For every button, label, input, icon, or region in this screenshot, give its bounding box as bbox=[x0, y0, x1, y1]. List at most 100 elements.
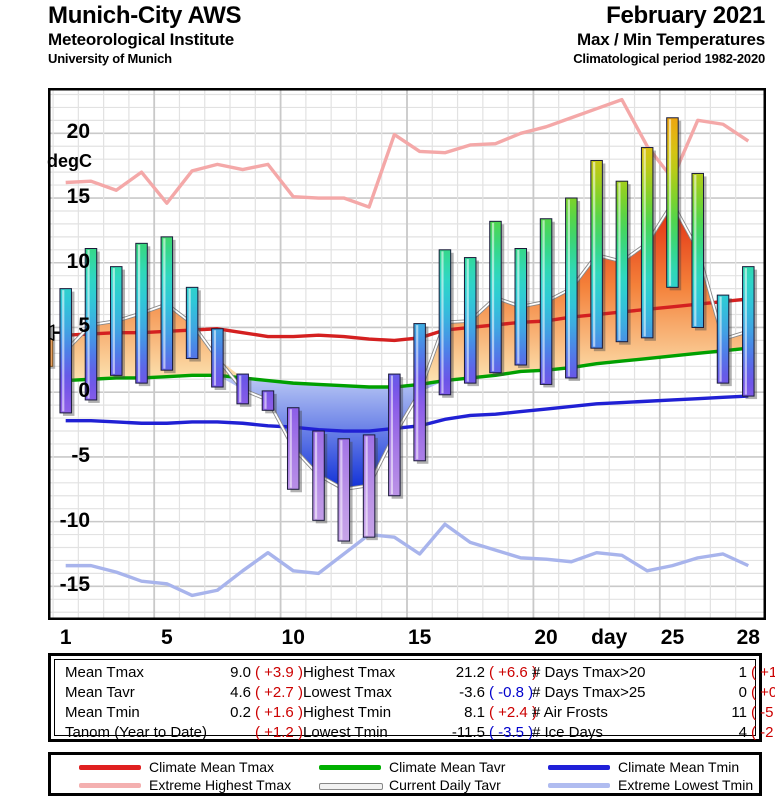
plot-canvas bbox=[48, 88, 766, 620]
stat-value: -11.5 bbox=[451, 724, 485, 741]
day-temperature-bar[interactable] bbox=[640, 147, 656, 341]
day-temperature-bar[interactable] bbox=[337, 438, 353, 545]
stat-value: 9.0 bbox=[230, 664, 251, 681]
y-tick-20: 20 bbox=[66, 120, 90, 144]
stat-anomaly: ( +1.6 ) bbox=[255, 704, 303, 721]
day-temperature-bar[interactable] bbox=[413, 323, 429, 464]
day-temperature-bar[interactable] bbox=[211, 328, 227, 391]
stat-anomaly: ( +2.7 ) bbox=[255, 684, 303, 701]
stat-value: 4 bbox=[738, 724, 747, 741]
stat-label: Mean Tmin bbox=[65, 704, 140, 721]
day-temperature-bar[interactable] bbox=[716, 294, 732, 387]
stat-anomaly: ( -3.5 ) bbox=[489, 724, 534, 741]
legend-color-swatch bbox=[319, 765, 381, 770]
stat-anomaly: ( +1.2 ) bbox=[255, 724, 303, 741]
day-temperature-bar[interactable] bbox=[286, 407, 302, 493]
stat-label: Mean Tmax bbox=[65, 664, 144, 681]
stat-anomaly: ( +0 ) bbox=[751, 684, 775, 701]
day-temperature-bar[interactable] bbox=[666, 117, 682, 291]
temperature-plot: 20 15 10 5 0 -5 -10 -15 1 5 10 15 20 25 28 degC day bbox=[47, 88, 766, 649]
stat-label: Mean Tavr bbox=[65, 684, 135, 701]
day-temperature-bar[interactable] bbox=[590, 159, 606, 352]
legend-color-swatch bbox=[79, 765, 141, 770]
university-subtitle: University of Munich bbox=[48, 51, 172, 66]
legend-color-swatch bbox=[319, 783, 383, 790]
x-tick-15: 15 bbox=[407, 626, 432, 649]
day-temperature-bar[interactable] bbox=[135, 242, 151, 387]
x-axis-name-label: day bbox=[591, 626, 628, 649]
header-left-block: Munich-City AWS Meteorological Institute… bbox=[48, 2, 242, 67]
measurement-subtitle: Max / Min Temperatures bbox=[576, 30, 765, 49]
month-title: February 2021 bbox=[606, 2, 765, 29]
legend-label: Extreme Highest Tmax bbox=[149, 777, 292, 793]
legend-label: Climate Mean Tmin bbox=[618, 759, 740, 775]
stat-value: 8.1 bbox=[464, 704, 485, 721]
stat-anomaly: ( -0.8 ) bbox=[489, 684, 534, 701]
station-title: Munich-City AWS bbox=[48, 2, 242, 29]
day-temperature-bar[interactable] bbox=[110, 266, 126, 379]
chart-header: Munich-City AWS Meteorological Institute… bbox=[0, 0, 775, 88]
stat-value: 0 bbox=[738, 684, 747, 701]
stat-anomaly: ( -5 ) bbox=[751, 704, 775, 721]
x-tick-1: 1 bbox=[59, 626, 72, 649]
stat-label: Highest Tmin bbox=[303, 704, 392, 721]
day-temperature-bar[interactable] bbox=[615, 180, 631, 345]
stat-anomaly: ( -2 ) bbox=[751, 724, 775, 741]
stat-value: 21.2 bbox=[455, 664, 485, 681]
legend-color-swatch bbox=[548, 783, 610, 788]
stat-value: 4.6 bbox=[230, 684, 251, 701]
day-temperature-bar[interactable] bbox=[362, 434, 378, 541]
day-temperature-bar[interactable] bbox=[388, 373, 404, 499]
day-temperature-bar[interactable] bbox=[565, 197, 581, 381]
day-temperature-bar[interactable] bbox=[691, 172, 707, 331]
stat-value: -3.6 bbox=[459, 684, 485, 701]
day-temperature-bar[interactable] bbox=[312, 430, 328, 524]
legend-color-swatch bbox=[548, 765, 610, 770]
day-temperature-bar[interactable] bbox=[489, 220, 505, 376]
statistics-grid: Mean Tmax 9.0( +3.9 ) Mean Tavr 4.6( +2.7 )… bbox=[54, 659, 775, 741]
day-temperature-bar[interactable] bbox=[514, 248, 530, 369]
stat-value: 1 bbox=[738, 664, 747, 681]
day-temperature-bar[interactable] bbox=[539, 218, 555, 388]
stat-anomaly: ( +1 ) bbox=[751, 664, 775, 681]
day-temperature-bar[interactable] bbox=[742, 266, 758, 400]
day-temperature-bar[interactable] bbox=[438, 249, 454, 398]
stat-anomaly: ( +2.4 ) bbox=[489, 704, 537, 721]
y-tick-minus5: -5 bbox=[71, 443, 90, 467]
day-temperature-bar[interactable] bbox=[160, 236, 176, 374]
stat-label: # Days Tmax>20 bbox=[532, 664, 646, 681]
legend-label: Extreme Lowest Tmin bbox=[618, 777, 754, 793]
y-tick-5: 5 bbox=[78, 314, 90, 338]
x-tick-10: 10 bbox=[281, 626, 305, 649]
y-axis-unit-label: degC bbox=[47, 151, 92, 172]
legend-label: Climate Mean Tmax bbox=[149, 759, 275, 775]
x-tick-20: 20 bbox=[534, 626, 558, 649]
day-temperature-bar[interactable] bbox=[261, 390, 277, 414]
stat-anomaly: ( +6.6 ) bbox=[489, 664, 537, 681]
current-daily-tavr-line bbox=[64, 201, 749, 492]
y-tick-15: 15 bbox=[66, 185, 90, 209]
day-temperature-bar[interactable] bbox=[59, 288, 75, 416]
legend-label: Climate Mean Tavr bbox=[389, 759, 506, 775]
y-tick-10: 10 bbox=[66, 249, 90, 273]
y-tick-0: 0 bbox=[78, 379, 90, 403]
x-tick-5: 5 bbox=[160, 626, 173, 649]
stat-value: 0.2 bbox=[230, 704, 251, 721]
y-tick-minus10: -10 bbox=[59, 508, 90, 532]
header-right-block: February 2021 Max / Min Temperatures Cli… bbox=[573, 2, 765, 67]
stat-label: # Ice Days bbox=[532, 724, 603, 741]
institute-subtitle: Meteorological Institute bbox=[48, 30, 234, 49]
stat-label: # Air Frosts bbox=[532, 704, 608, 721]
stat-label: # Days Tmax>25 bbox=[532, 684, 646, 701]
legend-label: Current Daily Tavr bbox=[389, 777, 501, 793]
day-temperature-bar[interactable] bbox=[236, 373, 252, 407]
stat-label: Lowest Tmin bbox=[303, 724, 388, 741]
day-temperature-bar[interactable] bbox=[84, 248, 100, 403]
stat-label: Highest Tmax bbox=[303, 664, 396, 681]
day-temperature-bar[interactable] bbox=[463, 257, 479, 387]
stat-value: 11 bbox=[731, 704, 747, 721]
day-temperature-bar[interactable] bbox=[185, 286, 201, 362]
stat-label: Lowest Tmax bbox=[303, 684, 392, 701]
climate-mean-lines bbox=[65, 297, 749, 433]
